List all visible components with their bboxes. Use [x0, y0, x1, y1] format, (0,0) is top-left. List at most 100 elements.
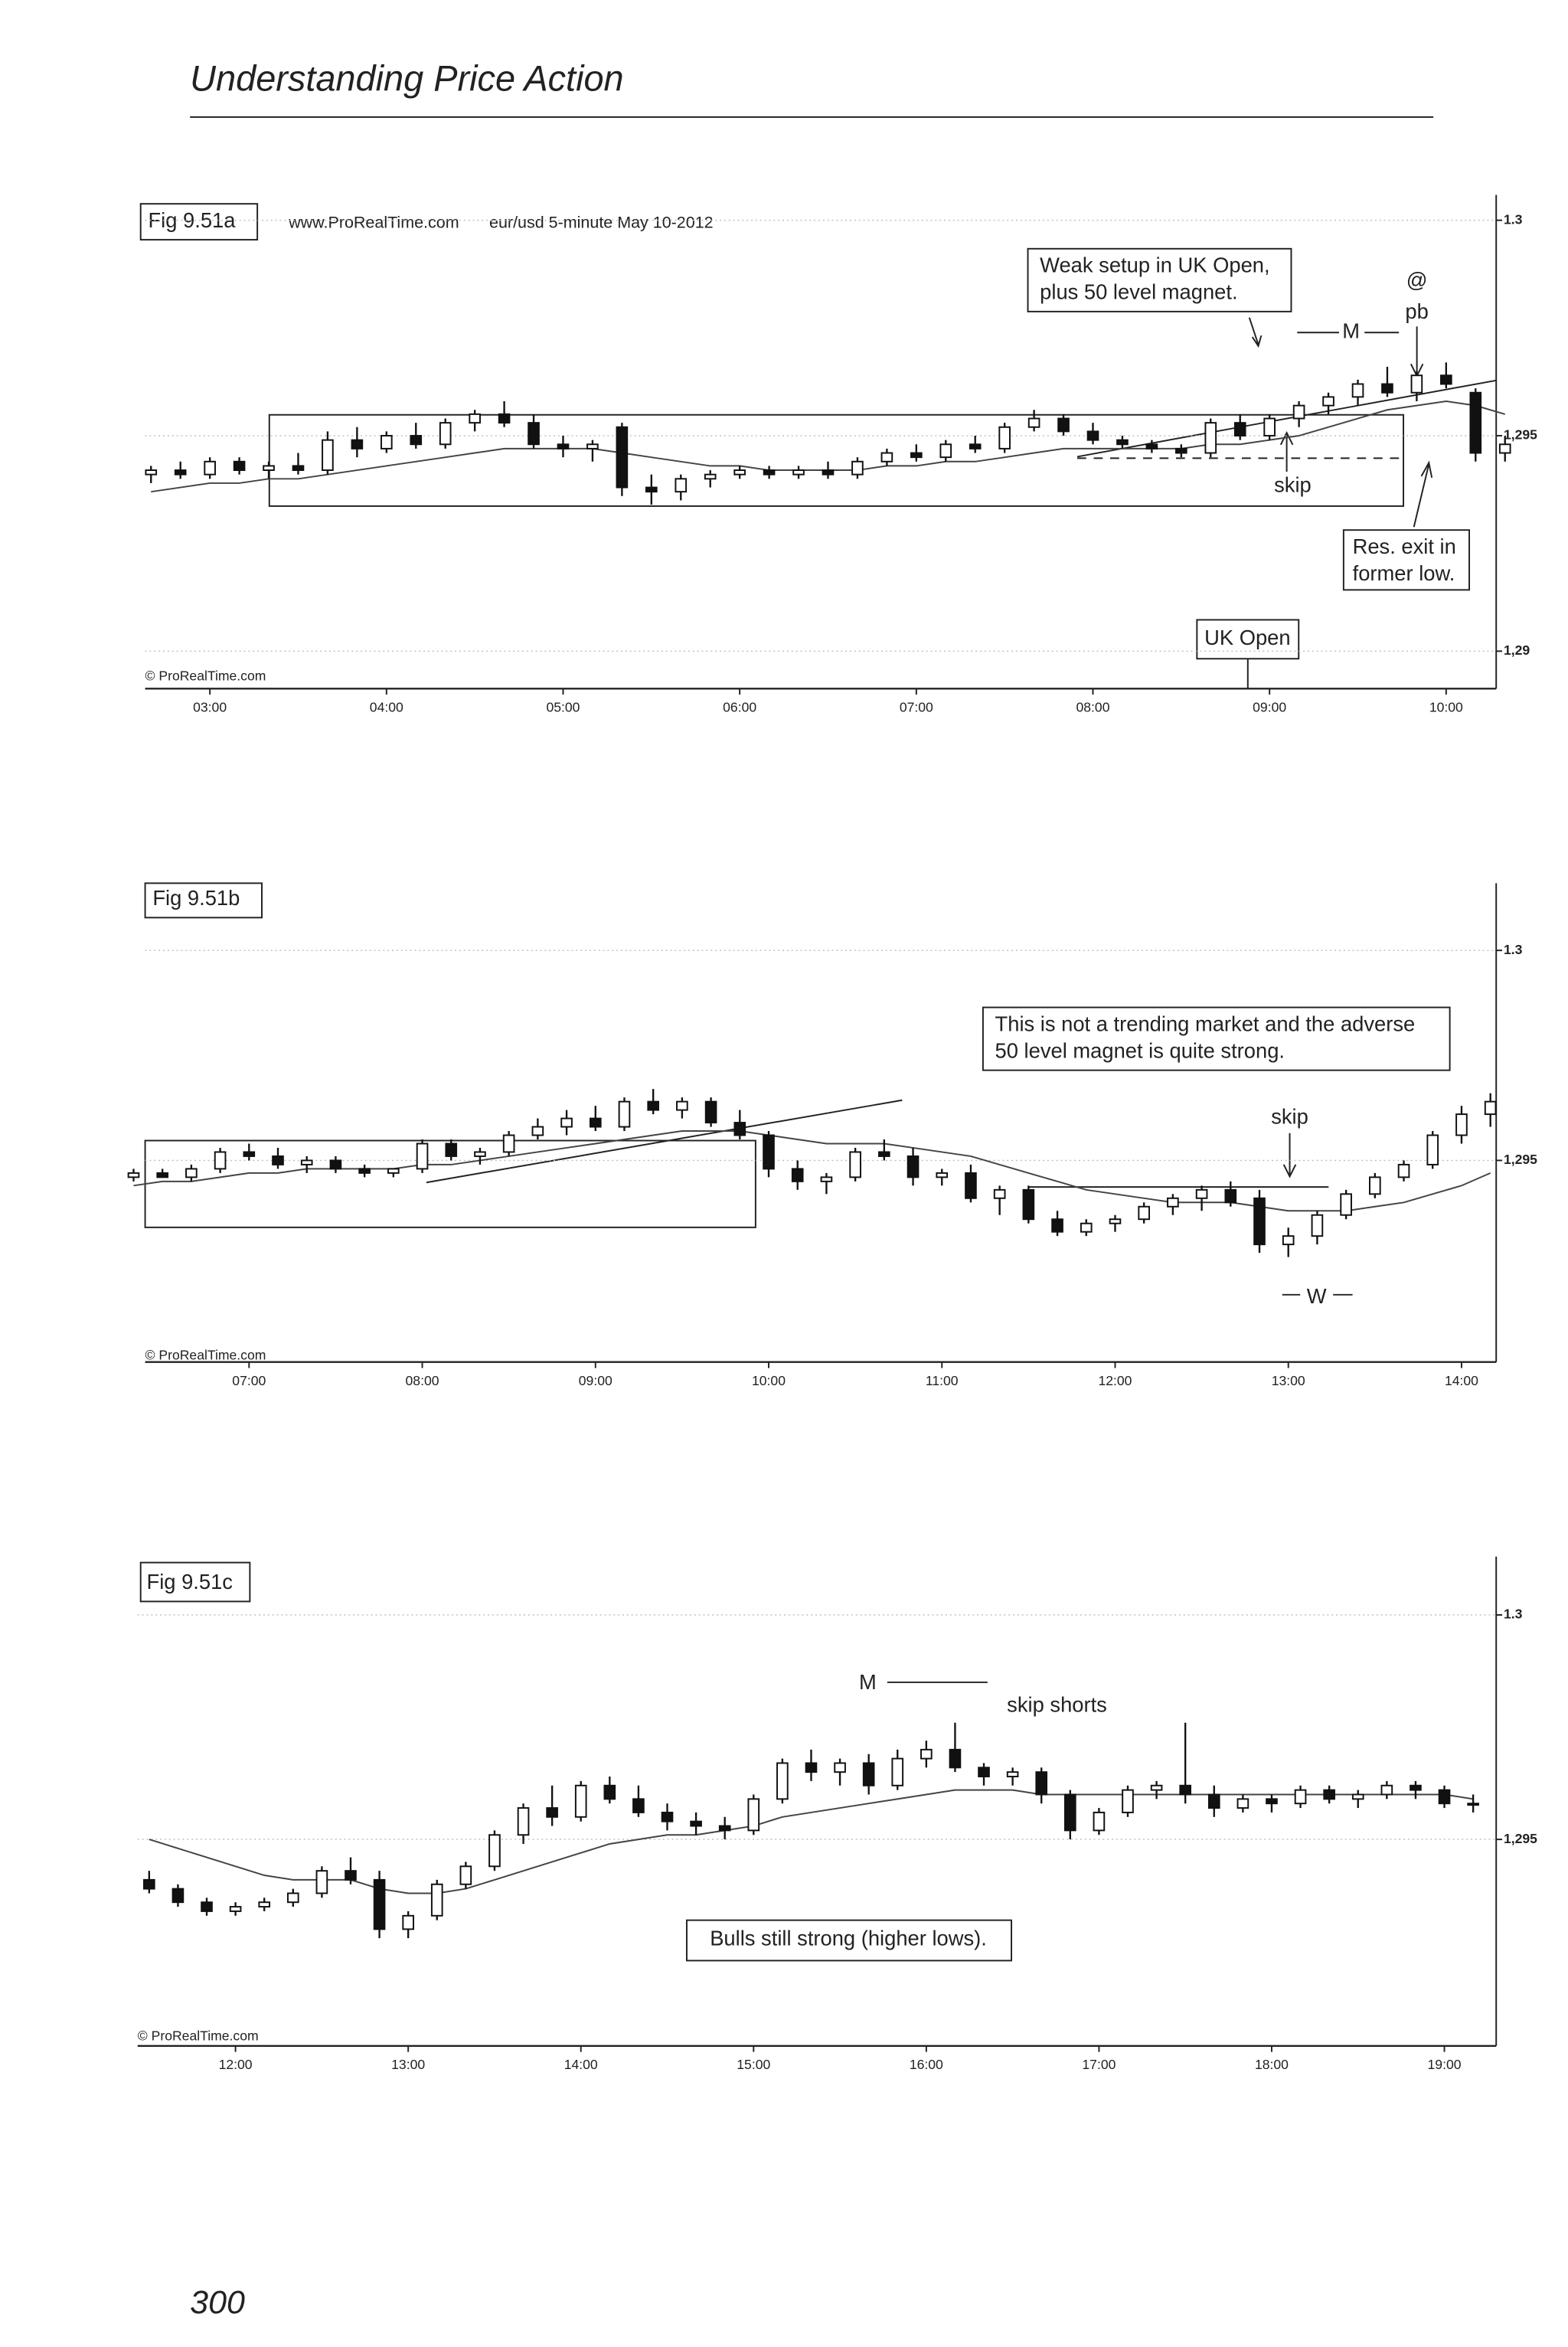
- annotation: plus 50 level magnet.: [1040, 280, 1237, 304]
- candle-body: [143, 1878, 155, 1890]
- candle-body: [574, 1784, 587, 1818]
- candle-body: [1266, 1798, 1278, 1805]
- candle-body: [1022, 1188, 1035, 1221]
- candle-body: [1224, 1188, 1237, 1204]
- candle-body: [502, 1134, 515, 1153]
- x-tick-label: 13:00: [1272, 1373, 1305, 1388]
- x-tick-label: 12:00: [1098, 1373, 1132, 1388]
- candle-body: [939, 443, 952, 459]
- candle-body: [546, 1807, 558, 1818]
- candle-body: [531, 1126, 544, 1136]
- candle-body: [733, 1122, 746, 1136]
- candle-body: [185, 1168, 198, 1178]
- candle-body: [822, 469, 835, 476]
- candle-body: [603, 1784, 616, 1800]
- candle-body: [1063, 1793, 1076, 1832]
- candle-body: [1122, 1789, 1134, 1813]
- candle-body: [1263, 417, 1276, 436]
- annotation: UK Open: [1204, 626, 1290, 649]
- candle-body: [345, 1870, 357, 1881]
- candle-body: [1294, 1789, 1307, 1805]
- figure-label: Fig 9.51a: [148, 208, 236, 232]
- candle-body: [969, 443, 982, 449]
- candle-body: [402, 1914, 414, 1930]
- candle-body: [920, 1748, 933, 1760]
- candle-body: [498, 413, 511, 424]
- candle-body: [647, 1100, 659, 1111]
- candle-body: [1204, 422, 1217, 454]
- trend-line: [426, 1099, 903, 1184]
- candle-body: [1145, 443, 1158, 449]
- y-tick-label: 1,295: [1504, 427, 1537, 443]
- candle-body: [1469, 391, 1482, 454]
- annotation: skip: [1274, 473, 1312, 497]
- x-tick-label: 05:00: [546, 699, 580, 714]
- figure-label: Fig 9.51b: [152, 886, 240, 910]
- candle-body: [329, 1159, 342, 1170]
- y-tick-label: 1,295: [1504, 1152, 1537, 1167]
- candle-body: [1207, 1793, 1220, 1809]
- candle-body: [998, 426, 1011, 449]
- candle-body: [1455, 1113, 1468, 1136]
- chart-source: www.ProRealTime.com: [288, 213, 459, 231]
- candle-body: [445, 1142, 458, 1157]
- y-tick-label: 1,29: [1504, 642, 1530, 658]
- candle-body: [891, 1757, 904, 1786]
- candle-body: [1322, 396, 1334, 407]
- candle-body: [1150, 1784, 1163, 1791]
- chart-instrument: eur/usd 5-minute May 10-2012: [489, 213, 714, 231]
- candle-body: [1138, 1205, 1151, 1221]
- candle-body: [820, 1176, 833, 1182]
- candle-body: [776, 1762, 789, 1800]
- annotation: This is not a trending market and the ad…: [995, 1012, 1416, 1035]
- candle-body: [300, 1159, 313, 1165]
- candle-body: [172, 1888, 185, 1904]
- candle-body: [1340, 1193, 1352, 1216]
- candle-body: [965, 1172, 977, 1199]
- candle-body: [661, 1811, 674, 1822]
- candle-body: [560, 1117, 573, 1128]
- candle-body: [1397, 1163, 1410, 1178]
- x-tick-label: 17:00: [1082, 2057, 1116, 2072]
- y-tick-label: 1.3: [1504, 211, 1523, 227]
- candle-body: [1233, 422, 1246, 436]
- annotation: W: [1307, 1284, 1327, 1308]
- annotation: 50 level magnet is quite strong.: [995, 1038, 1285, 1062]
- candle-body: [704, 1100, 717, 1124]
- candle-body: [791, 1168, 804, 1182]
- candle-body: [805, 1762, 818, 1773]
- annotation: former low.: [1353, 561, 1455, 585]
- x-tick-label: 13:00: [391, 2057, 425, 2072]
- arrow: [1413, 460, 1433, 528]
- x-tick-label: 10:00: [1429, 699, 1463, 714]
- candle-body: [1175, 447, 1187, 454]
- candle-body: [763, 1134, 775, 1170]
- x-tick-label: 14:00: [1445, 1373, 1478, 1388]
- arrow: [1248, 317, 1263, 348]
- candle-body: [233, 460, 246, 472]
- candle-body: [1035, 1771, 1048, 1796]
- candle-body: [214, 1151, 227, 1170]
- candle-body: [704, 473, 717, 480]
- candle-body: [358, 1168, 371, 1174]
- candle-body: [410, 435, 423, 446]
- annotation: M: [859, 1670, 877, 1694]
- x-tick-label: 08:00: [406, 1373, 439, 1388]
- candle-body: [292, 465, 305, 472]
- candle-body: [978, 1767, 990, 1778]
- candle-body: [1051, 1218, 1063, 1233]
- candle-body: [557, 443, 570, 449]
- annotation: M: [1342, 319, 1360, 342]
- candle-body: [1109, 1218, 1122, 1224]
- candle-body: [733, 469, 746, 476]
- candle-body: [1006, 1771, 1019, 1778]
- x-tick-label: 15:00: [737, 2057, 770, 2072]
- candle-body: [373, 1878, 386, 1930]
- candle-body: [763, 469, 776, 476]
- candle-body: [1381, 383, 1393, 394]
- x-tick-label: 07:00: [232, 1373, 266, 1388]
- candle-body: [1236, 1798, 1250, 1809]
- candle-body: [174, 469, 187, 476]
- candle-body: [1484, 1100, 1497, 1116]
